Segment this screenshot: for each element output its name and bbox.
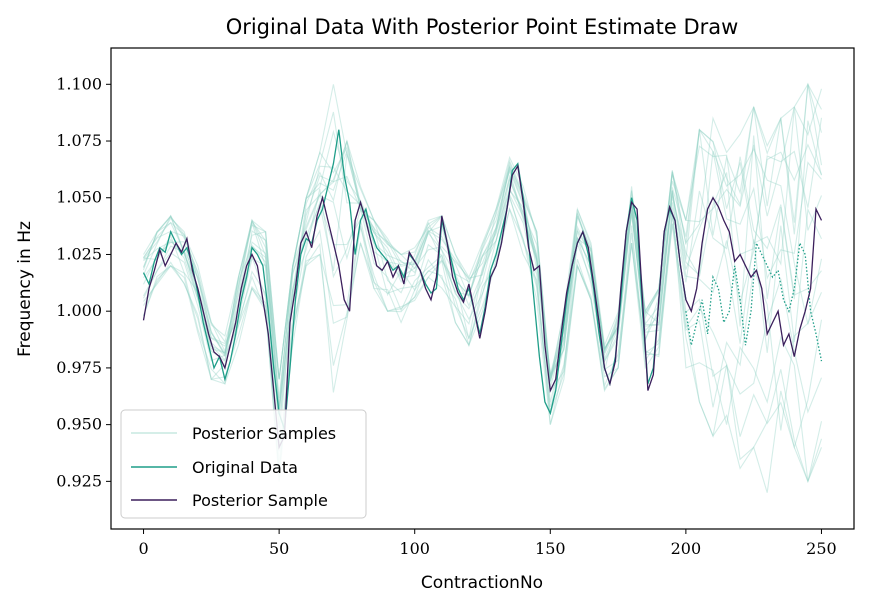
- y-tick-label: 1.050: [56, 188, 102, 207]
- y-tick-label: 0.950: [56, 415, 102, 434]
- legend-label-posterior-samples: Posterior Samples: [192, 424, 336, 443]
- y-axis-label: Frequency in Hz: [15, 221, 35, 357]
- x-tick-label: 50: [269, 539, 289, 558]
- y-tick-label: 1.075: [56, 131, 102, 150]
- posterior-samples-line: [143, 84, 823, 383]
- posterior-sample-line: [142, 164, 823, 450]
- x-tick-label: 0: [138, 539, 148, 558]
- posterior-samples-line: [142, 128, 822, 380]
- chart-title: Original Data With Posterior Point Estim…: [226, 15, 739, 39]
- posterior-samples-line: [143, 147, 823, 429]
- posterior-samples-line: [143, 106, 823, 406]
- posterior-samples-line: [142, 139, 823, 380]
- x-axis-label: ContractionNo: [421, 573, 543, 593]
- posterior-samples-line: [143, 190, 823, 445]
- posterior-samples-line: [142, 82, 823, 413]
- legend-label-posterior-sample: Posterior Sample: [192, 491, 328, 510]
- axes-frame: [110, 47, 855, 530]
- y-axis: 0.925 0.950 0.975 1.000 1.025 1.050 1.075 1.100: [56, 74, 111, 490]
- y-tick-label: 1.025: [56, 244, 102, 263]
- posterior-samples-line: [143, 195, 823, 493]
- y-tick-label: 1.000: [56, 301, 102, 320]
- y-tick-label: 1.100: [56, 74, 102, 93]
- posterior-samples-line: [142, 207, 823, 484]
- posterior-samples-line: [142, 84, 823, 408]
- posterior-samples-line: [143, 206, 823, 482]
- legend-label-original-data: Original Data: [192, 458, 298, 477]
- legend-box: [120, 409, 367, 519]
- legend: Posterior Samples Original Data Posterio…: [120, 409, 367, 519]
- posterior-samples-line: [143, 187, 823, 463]
- x-tick-label: 200: [671, 539, 702, 558]
- posterior-samples-line: [142, 194, 823, 482]
- y-tick-label: 0.925: [56, 471, 102, 490]
- x-tick-label: 100: [399, 539, 430, 558]
- posterior-samples-line: [143, 120, 823, 410]
- posterior-samples-line: [143, 82, 822, 380]
- y-tick-label: 0.975: [56, 358, 102, 377]
- x-tick-label: 250: [806, 539, 837, 558]
- plot-area: [142, 82, 823, 493]
- posterior-samples-line: [143, 117, 823, 429]
- posterior-samples-line: [143, 153, 822, 399]
- x-axis: 0 50 100 150 200 250: [138, 529, 837, 558]
- x-tick-label: 150: [535, 539, 566, 558]
